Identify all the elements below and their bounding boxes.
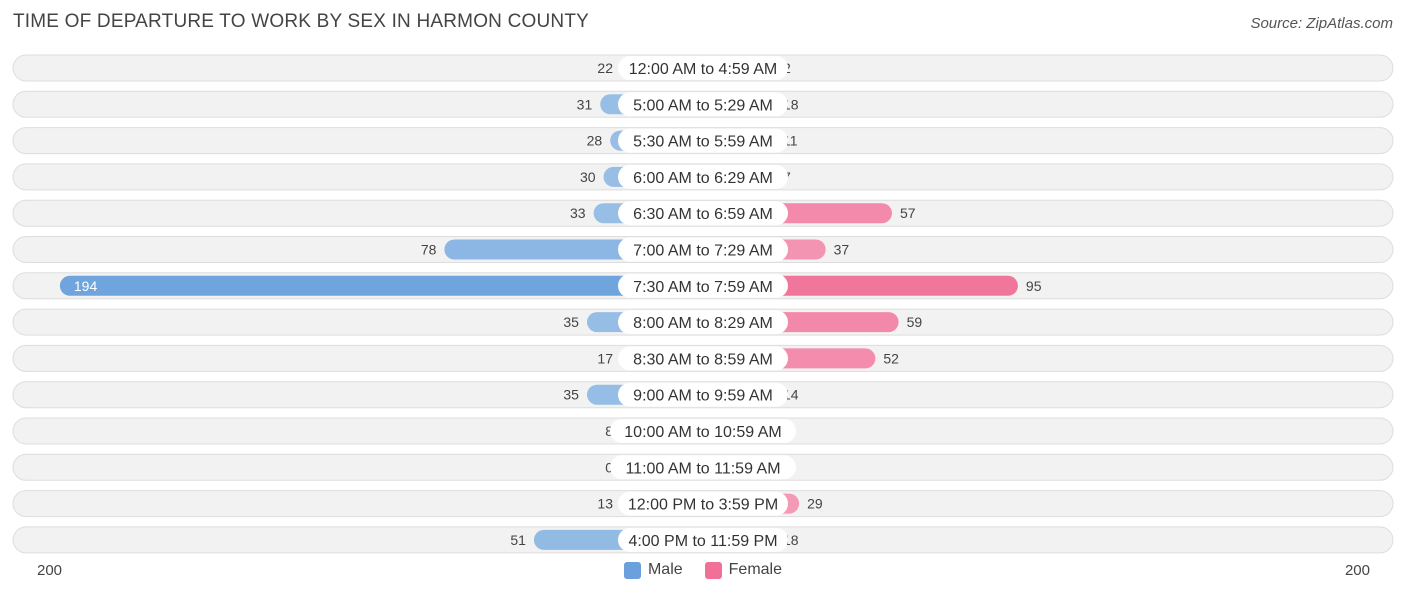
category-pill: [618, 310, 788, 335]
male-value-label: 13: [597, 496, 613, 512]
female-value-label: 37: [834, 242, 850, 258]
category-pill: [618, 201, 788, 226]
male-value-label: 28: [587, 133, 603, 149]
male-value-label: 35: [563, 387, 579, 403]
male-value-label: 51: [510, 532, 526, 548]
legend-item-male[interactable]: Male: [623, 561, 683, 579]
male-value-label: 31: [577, 96, 593, 112]
category-pill: [618, 491, 788, 516]
category-pill: [618, 346, 788, 371]
category-label: 10:00 AM to 10:59 AM: [624, 424, 781, 441]
category-label: 12:00 PM to 3:59 PM: [628, 497, 778, 514]
category-pill: [618, 128, 788, 153]
category-label: 4:00 PM to 11:59 PM: [628, 533, 777, 550]
source-credit: Source: ZipAtlas.com: [1250, 15, 1393, 32]
category-label: 6:30 AM to 6:59 AM: [633, 206, 773, 223]
category-label: 8:00 AM to 8:29 AM: [633, 315, 773, 332]
category-label: 7:00 AM to 7:29 AM: [633, 243, 773, 260]
category-label: 11:00 AM to 11:59 AM: [625, 460, 780, 477]
legend-female-label: Female: [728, 561, 783, 578]
category-pill: [618, 92, 788, 117]
category-label: 7:30 AM to 7:59 AM: [633, 279, 773, 296]
chart-title: TIME OF DEPARTURE TO WORK BY SEX IN HARM…: [13, 11, 589, 32]
female-value-label: 52: [883, 350, 899, 366]
male-value-label: 33: [570, 205, 586, 221]
legend-item-female[interactable]: Female: [704, 561, 783, 579]
female-value-label: 95: [1026, 278, 1042, 294]
male-value-label: 8: [605, 423, 613, 439]
male-value-label: 17: [597, 350, 613, 366]
category-label: 5:00 AM to 5:29 AM: [633, 97, 773, 114]
category-label: 9:00 AM to 9:59 AM: [633, 388, 773, 405]
female-value-label: 59: [907, 314, 923, 330]
legend: Male Female: [0, 561, 1406, 579]
male-value-label: 35: [563, 314, 579, 330]
male-value-label: 0: [605, 459, 613, 475]
female-value-label: 29: [807, 496, 823, 512]
category-pill: [618, 273, 788, 298]
category-pill: [618, 56, 788, 80]
axis-right-label: 200: [1344, 562, 1370, 579]
female-swatch: [704, 561, 722, 579]
category-label: 6:00 AM to 6:29 AM: [633, 170, 773, 187]
male-value-label: 30: [580, 169, 596, 185]
category-label: 12:00 AM to 4:59 AM: [629, 61, 778, 78]
male-value-label: 78: [421, 242, 437, 258]
category-pill: [618, 164, 788, 189]
male-value-label: 22: [597, 60, 613, 76]
category-label: 8:30 AM to 8:59 AM: [633, 351, 773, 368]
axis-left-label: 200: [37, 562, 63, 579]
male-value-label: 194: [74, 278, 98, 294]
category-pill: [618, 382, 788, 407]
male-swatch: [623, 561, 641, 579]
category-pill: [618, 237, 788, 262]
category-label: 5:30 AM to 5:59 AM: [633, 134, 773, 151]
category-pill: [610, 419, 796, 443]
male-bar[interactable]: [59, 275, 703, 296]
female-value-label: 57: [900, 205, 916, 221]
category-pill: [618, 527, 788, 552]
legend-male-label: Male: [647, 561, 683, 578]
category-pill: [610, 455, 796, 480]
